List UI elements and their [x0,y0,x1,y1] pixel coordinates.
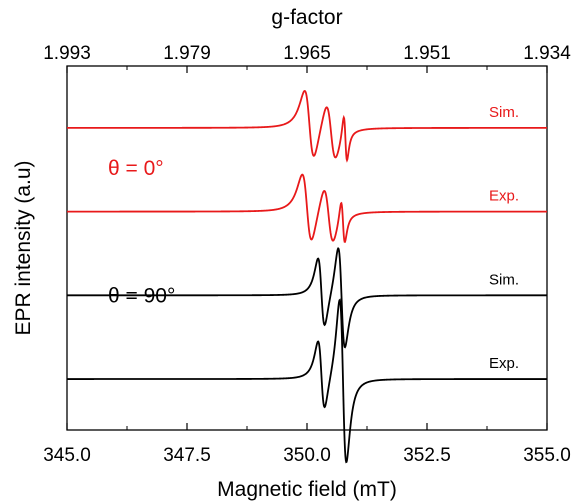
x-tick-label: 347.5 [163,445,211,466]
x-tick-label: 352.5 [403,445,451,466]
x-tick-label: 350.0 [283,445,331,466]
y-axis-title: EPR intensity (a.u) [12,160,35,335]
top-tick-label: 1.934 [523,43,571,64]
series-label: Exp. [489,355,519,372]
series-line [67,246,547,349]
x-axis-title: Magnetic field (mT) [217,478,397,501]
x-tick-label: 355.0 [523,445,571,466]
theta-annotation: θ = 90° [108,285,175,308]
series-label: Sim. [489,104,519,121]
x-tick-label: 345.0 [43,445,91,466]
top-axis-title: g-factor [271,6,342,29]
top-tick-label: 1.979 [163,43,211,64]
top-tick-label: 1.951 [403,43,451,64]
plot-frame [66,65,548,431]
theta-annotation: θ = 0° [108,157,164,180]
top-tick-label: 1.965 [283,43,331,64]
series-label: Exp. [489,188,519,205]
top-tick-label: 1.993 [43,43,91,64]
series-line [67,89,547,163]
series-line [67,173,547,243]
series-label: Sim. [489,271,519,288]
series-line [67,298,547,464]
